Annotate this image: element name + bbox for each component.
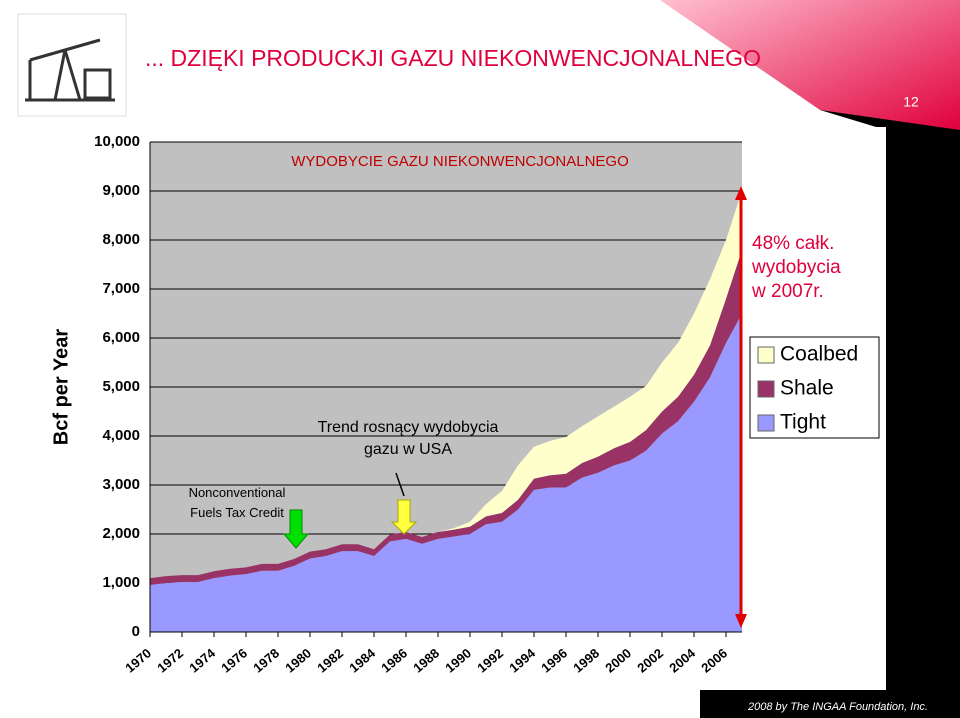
pump-icon [25, 38, 115, 102]
area-tight [150, 313, 742, 632]
y-tick-label: 7,000 [102, 280, 140, 297]
y-tick-label: 9,000 [102, 182, 140, 199]
share-note: 48% całk. wydobycia w 2007r. [751, 233, 841, 302]
footer: 2008 by The INGAA Foundation, Inc. [747, 701, 928, 713]
legend-entries: Coalbed Shale Tight [757, 343, 858, 434]
y-tick-label: 4,000 [102, 427, 140, 444]
y-axis-label: Bcf per Year [50, 329, 72, 446]
y-tick-label: 2,000 [102, 525, 140, 542]
legend-swatch [757, 380, 775, 398]
corner-decor [660, 0, 960, 130]
legend-label: Coalbed [780, 343, 858, 366]
legend-label: Tight [780, 411, 826, 434]
y-tick-label: 0 [132, 623, 140, 640]
y-tick-label: 3,000 [102, 476, 140, 493]
legend-swatch [757, 346, 775, 364]
areas [150, 191, 742, 632]
page-number: 12 [903, 94, 919, 110]
slide-title: ... DZIĘKI PRODUCKJI GAZU NIEKONWENCJONA… [145, 45, 761, 71]
chart-title: WYDOBYCIE GAZU NIEKONWENCJONALNEGO [291, 153, 629, 170]
y-tick-label: 5,000 [102, 378, 140, 395]
arrows [282, 186, 747, 628]
y-tick-label: 1,000 [102, 574, 140, 591]
annotation: Trend rosnący wydobycia gazu w USA [318, 419, 499, 458]
legend-swatch [757, 414, 775, 432]
legend-label: Shale [780, 377, 834, 400]
side-band [700, 0, 960, 718]
y-tick-label: 10,000 [94, 133, 140, 150]
annotation: Nonconventional Fuels Tax Credit [189, 485, 286, 520]
y-tick-label: 8,000 [102, 231, 140, 248]
y-tick-label: 6,000 [102, 329, 140, 346]
annotation: 48% całk. wydobycia w 2007r. [751, 233, 841, 302]
